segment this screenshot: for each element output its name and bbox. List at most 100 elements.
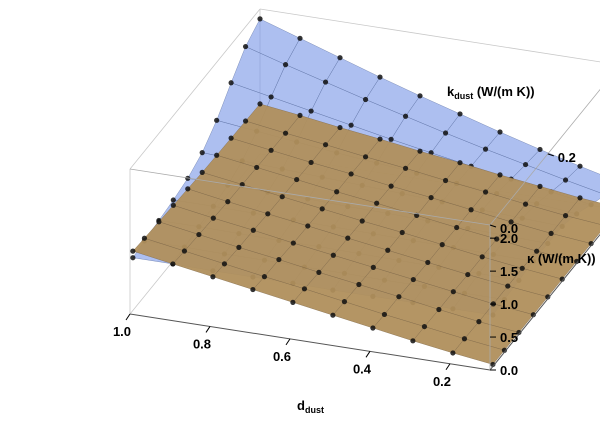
data-point bbox=[228, 135, 234, 141]
data-point bbox=[439, 242, 445, 248]
data-point bbox=[537, 146, 543, 153]
bounding-box-front bbox=[129, 88, 600, 371]
data-point bbox=[341, 299, 348, 305]
data-point bbox=[537, 183, 543, 189]
data-point bbox=[377, 74, 383, 80]
z-tick-label: 0.5 bbox=[500, 330, 518, 345]
y-axis-label: kdust (W/(m K)) bbox=[447, 84, 535, 101]
data-point bbox=[516, 329, 522, 336]
data-point bbox=[268, 147, 274, 153]
data-point bbox=[497, 172, 503, 178]
data-point bbox=[457, 160, 463, 166]
y-tick-label: 0.0 bbox=[500, 221, 518, 236]
data-point bbox=[337, 55, 343, 61]
data-point bbox=[468, 207, 474, 213]
data-point bbox=[522, 161, 529, 168]
data-point bbox=[505, 283, 511, 289]
data-point bbox=[454, 224, 460, 231]
data-point bbox=[268, 94, 274, 100]
x-tick bbox=[205, 326, 211, 333]
data-point bbox=[402, 113, 409, 119]
x-tick-label: 0.6 bbox=[273, 349, 291, 364]
data-point bbox=[425, 259, 431, 266]
data-point bbox=[297, 112, 303, 119]
data-point bbox=[461, 336, 468, 342]
data-point bbox=[577, 163, 583, 169]
surface-2 bbox=[130, 101, 600, 368]
data-point bbox=[221, 261, 228, 267]
data-point bbox=[305, 223, 311, 229]
x-tick-label: 1.0 bbox=[113, 324, 131, 339]
y-tick bbox=[547, 153, 554, 157]
box-edge bbox=[129, 313, 491, 371]
data-point bbox=[396, 294, 402, 300]
data-point bbox=[370, 264, 376, 270]
data-point bbox=[170, 202, 176, 208]
data-point bbox=[337, 124, 343, 131]
data-point bbox=[319, 206, 325, 212]
data-point bbox=[562, 213, 569, 219]
data-point bbox=[330, 312, 336, 318]
data-point bbox=[497, 129, 503, 135]
data-point bbox=[170, 197, 176, 203]
data-point bbox=[479, 254, 485, 260]
data-point bbox=[442, 130, 449, 136]
data-point bbox=[330, 252, 336, 258]
data-point bbox=[410, 276, 416, 283]
data-point bbox=[301, 286, 308, 292]
z-tick-label: 1.5 bbox=[500, 264, 518, 279]
data-point bbox=[185, 186, 191, 192]
x-tick-label: 0.4 bbox=[353, 361, 372, 376]
x-tick bbox=[445, 363, 451, 371]
y-tick-label: 0.2 bbox=[558, 150, 576, 165]
data-point bbox=[236, 244, 242, 250]
data-point bbox=[588, 240, 594, 247]
data-point bbox=[362, 154, 369, 160]
data-point bbox=[457, 111, 463, 117]
x-tick bbox=[285, 338, 291, 346]
data-point bbox=[442, 177, 449, 184]
data-point bbox=[534, 248, 540, 254]
data-point bbox=[250, 286, 256, 293]
data-point bbox=[210, 274, 216, 280]
data-point bbox=[494, 236, 500, 242]
x-tick-label: 0.8 bbox=[193, 336, 211, 351]
data-point bbox=[282, 130, 289, 136]
data-point bbox=[308, 159, 314, 166]
data-point bbox=[385, 247, 391, 253]
data-point bbox=[476, 319, 482, 325]
data-point bbox=[362, 96, 369, 103]
data-point bbox=[322, 79, 329, 85]
data-point bbox=[308, 108, 314, 114]
data-point bbox=[156, 219, 162, 225]
data-point bbox=[428, 194, 434, 201]
data-point bbox=[181, 248, 188, 254]
data-point bbox=[482, 146, 489, 152]
data-point bbox=[548, 230, 554, 237]
data-point bbox=[250, 227, 256, 233]
box-edge bbox=[129, 8, 261, 170]
x-tick bbox=[365, 351, 371, 358]
data-point bbox=[290, 299, 296, 305]
data-point bbox=[290, 240, 296, 246]
data-point bbox=[399, 229, 405, 236]
box-edge bbox=[489, 233, 600, 371]
data-point bbox=[276, 256, 282, 263]
data-point bbox=[377, 136, 383, 142]
data-point bbox=[196, 231, 202, 238]
data-point bbox=[388, 136, 394, 142]
data-point bbox=[257, 101, 263, 107]
data-point bbox=[199, 169, 205, 175]
data-point bbox=[141, 235, 148, 241]
data-point bbox=[501, 347, 508, 353]
data-point bbox=[450, 289, 456, 295]
data-point bbox=[254, 164, 260, 171]
box-edge bbox=[489, 88, 600, 226]
data-point bbox=[265, 211, 271, 217]
y-tick bbox=[489, 224, 497, 228]
data-point bbox=[228, 80, 234, 86]
data-point bbox=[242, 118, 249, 124]
data-point bbox=[316, 269, 322, 275]
data-point bbox=[490, 361, 496, 368]
